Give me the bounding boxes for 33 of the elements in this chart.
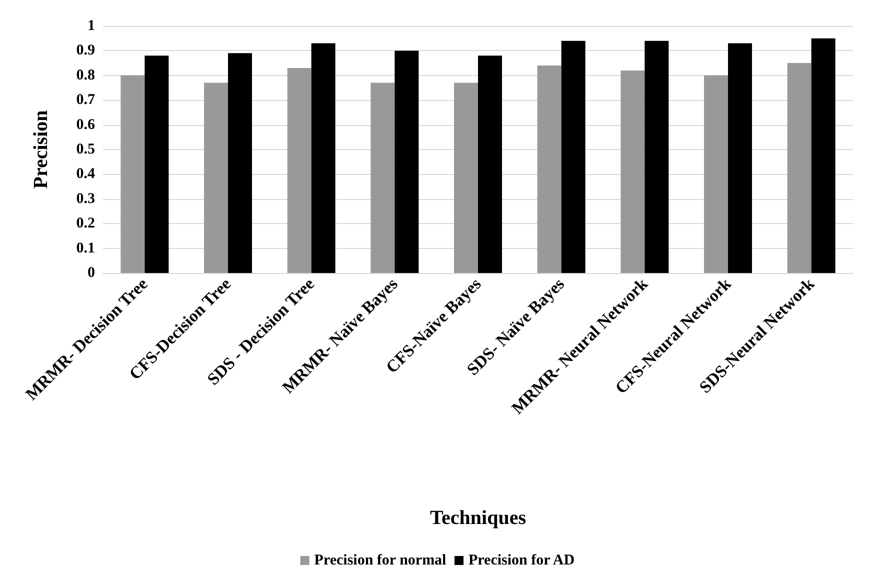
y-tick-label: 0 xyxy=(88,265,95,281)
y-tick-label: 0.3 xyxy=(76,190,95,207)
y-tick-label: 0.2 xyxy=(76,216,95,232)
bar xyxy=(787,63,812,273)
y-tick-label: 0.5 xyxy=(76,142,95,158)
y-tick-label: 0.7 xyxy=(76,92,96,108)
bar xyxy=(704,75,728,273)
y-tick-label: 1 xyxy=(88,18,95,34)
bar xyxy=(394,50,419,273)
legend-label: Precision for AD xyxy=(468,552,575,568)
bar xyxy=(811,38,836,273)
bar xyxy=(644,40,669,273)
y-tick-label: 0.4 xyxy=(76,166,96,182)
y-tick-label: 0.8 xyxy=(76,67,95,84)
bar xyxy=(478,56,502,273)
x-axis-title: Techniques xyxy=(430,507,526,529)
bar xyxy=(454,82,478,273)
y-axis-title: Precision xyxy=(30,110,52,189)
bar xyxy=(561,40,586,273)
bar xyxy=(728,43,752,273)
legend-label: Precision for normal xyxy=(314,552,446,568)
bar xyxy=(370,82,395,273)
bar xyxy=(620,70,645,273)
y-tick-label: 0.9 xyxy=(76,42,95,59)
bar xyxy=(144,56,169,273)
bar xyxy=(537,66,562,273)
bar xyxy=(228,53,252,273)
bar xyxy=(311,43,336,273)
bar xyxy=(287,68,312,273)
y-tick-label: 0.6 xyxy=(76,116,96,133)
y-tick-label: 0.1 xyxy=(76,240,95,256)
bar xyxy=(120,75,145,273)
bar xyxy=(204,82,228,273)
